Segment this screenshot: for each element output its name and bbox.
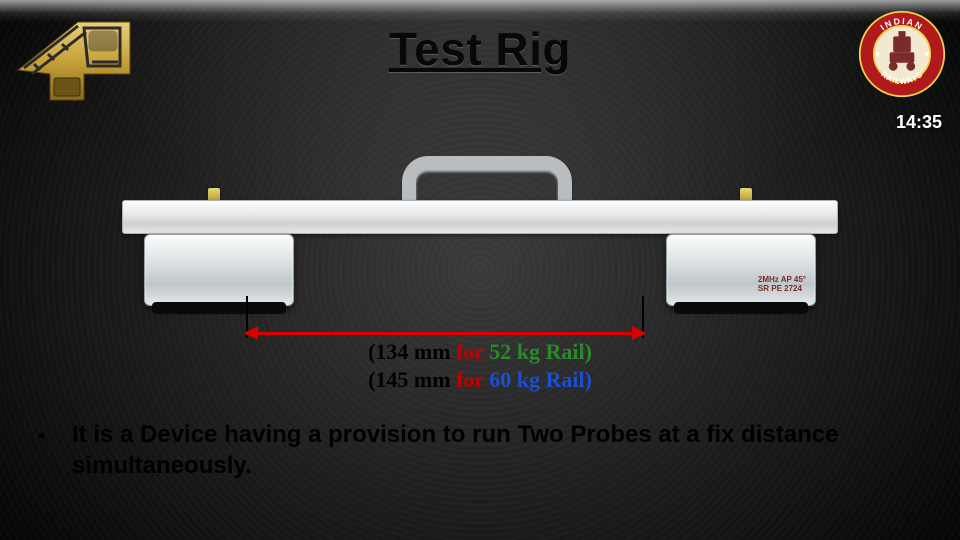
bullet-item: ▪ It is a Device having a provision to r… (38, 420, 930, 481)
probe-label: 2MHz AP 45° SR PE 2724 (758, 276, 806, 294)
body-text: ▪ It is a Device having a provision to r… (38, 420, 930, 481)
top-light-beam (0, 0, 960, 22)
dim-line (246, 332, 644, 335)
title-text: Test Rig (389, 23, 571, 75)
rig-bar (122, 200, 838, 234)
rig-probe-right: 2MHz AP 45° SR PE 2724 (666, 234, 816, 306)
clock-time: 14:35 (896, 112, 942, 133)
rig-probe-left (144, 234, 294, 306)
slide-title: Test Rig (0, 22, 960, 76)
dimension-labels: (134 mm for 52 kg Rail) (145 mm for 60 k… (0, 338, 960, 393)
dimension-label-52: (134 mm for 52 kg Rail) (0, 338, 960, 366)
dimension-label-60: (145 mm for 60 kg Rail) (0, 366, 960, 394)
bullet-marker: ▪ (38, 420, 72, 481)
bullet-text: It is a Device having a provision to run… (72, 420, 930, 481)
test-rig-figure: 2MHz AP 45° SR PE 2724 (122, 160, 838, 320)
